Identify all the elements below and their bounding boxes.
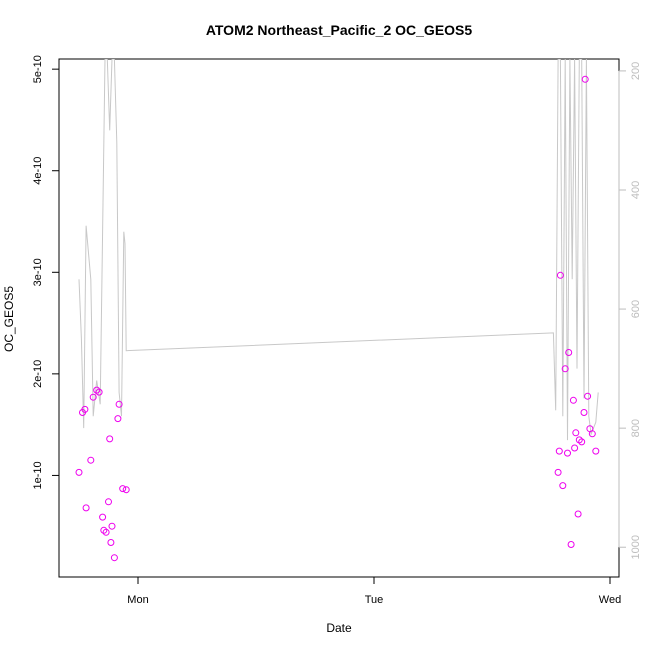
scatter-point	[110, 554, 118, 562]
scatter-point	[569, 396, 577, 404]
y2-tick-label: 600	[630, 300, 642, 318]
scatter-point	[105, 498, 112, 506]
plot-area	[58, 58, 620, 578]
scatter-series-group	[75, 75, 600, 562]
x-tick-label: Tue	[365, 594, 384, 606]
y2-tick-label: 400	[630, 181, 642, 199]
y-tick-label: 1e-10	[32, 461, 44, 489]
y-axis-label: OC_GEOS5	[2, 286, 16, 352]
scatter-point	[114, 415, 122, 423]
x-tick-label: Wed	[599, 594, 621, 606]
scatter-point	[81, 405, 89, 413]
scatter-point	[95, 388, 103, 396]
scatter-point	[561, 365, 569, 373]
scatter-point	[89, 393, 97, 401]
scatter-point	[580, 409, 588, 416]
scatter-point	[555, 447, 563, 455]
y-tick-label: 5e-10	[32, 55, 44, 83]
axes-group: Mon Tue Wed 1e-10 2e-10 3e-10 4e-10 5e-10 200 400…	[32, 55, 642, 606]
scatter-point	[87, 456, 95, 464]
y-tick-label: 2e-10	[32, 360, 44, 388]
scatter-point	[556, 271, 564, 279]
scatter-point	[107, 539, 115, 546]
line-series	[78, 59, 599, 441]
scatter-point	[82, 504, 90, 512]
x-axis-label: Date	[326, 621, 352, 635]
y2-tick-label: 200	[630, 62, 642, 80]
scatter-point	[99, 513, 107, 521]
scatter-point	[102, 528, 110, 536]
scatter-point	[564, 449, 571, 457]
y2-tick-label: 1000	[630, 535, 642, 559]
scatter-point	[588, 430, 596, 438]
scatter-point	[115, 400, 123, 408]
scatter-point	[108, 522, 116, 530]
scatter-point	[574, 510, 582, 518]
scatter-point	[572, 429, 580, 437]
scatter-point	[106, 435, 114, 443]
scatter-point	[581, 75, 589, 83]
y-tick-label: 4e-10	[32, 157, 44, 185]
line-series-group	[78, 59, 599, 441]
scatter-point	[578, 438, 586, 446]
chart-title: ATOM2 Northeast_Pacific_2 OC_GEOS5	[206, 22, 473, 38]
scatter-point	[75, 468, 83, 476]
y2-tick-label: 800	[630, 419, 642, 437]
scatter-point	[554, 468, 562, 476]
scatter-point	[122, 486, 130, 494]
x-tick-label: Mon	[127, 594, 148, 606]
scatter-point	[559, 482, 567, 490]
scatter-point	[592, 447, 600, 455]
scatter-point	[119, 485, 127, 493]
scatter-point	[100, 526, 108, 534]
y-tick-label: 3e-10	[32, 258, 44, 286]
scatter-point	[565, 349, 573, 356]
scatter-point	[567, 541, 575, 548]
scatter-point	[571, 444, 579, 452]
scatter-point	[584, 392, 592, 400]
